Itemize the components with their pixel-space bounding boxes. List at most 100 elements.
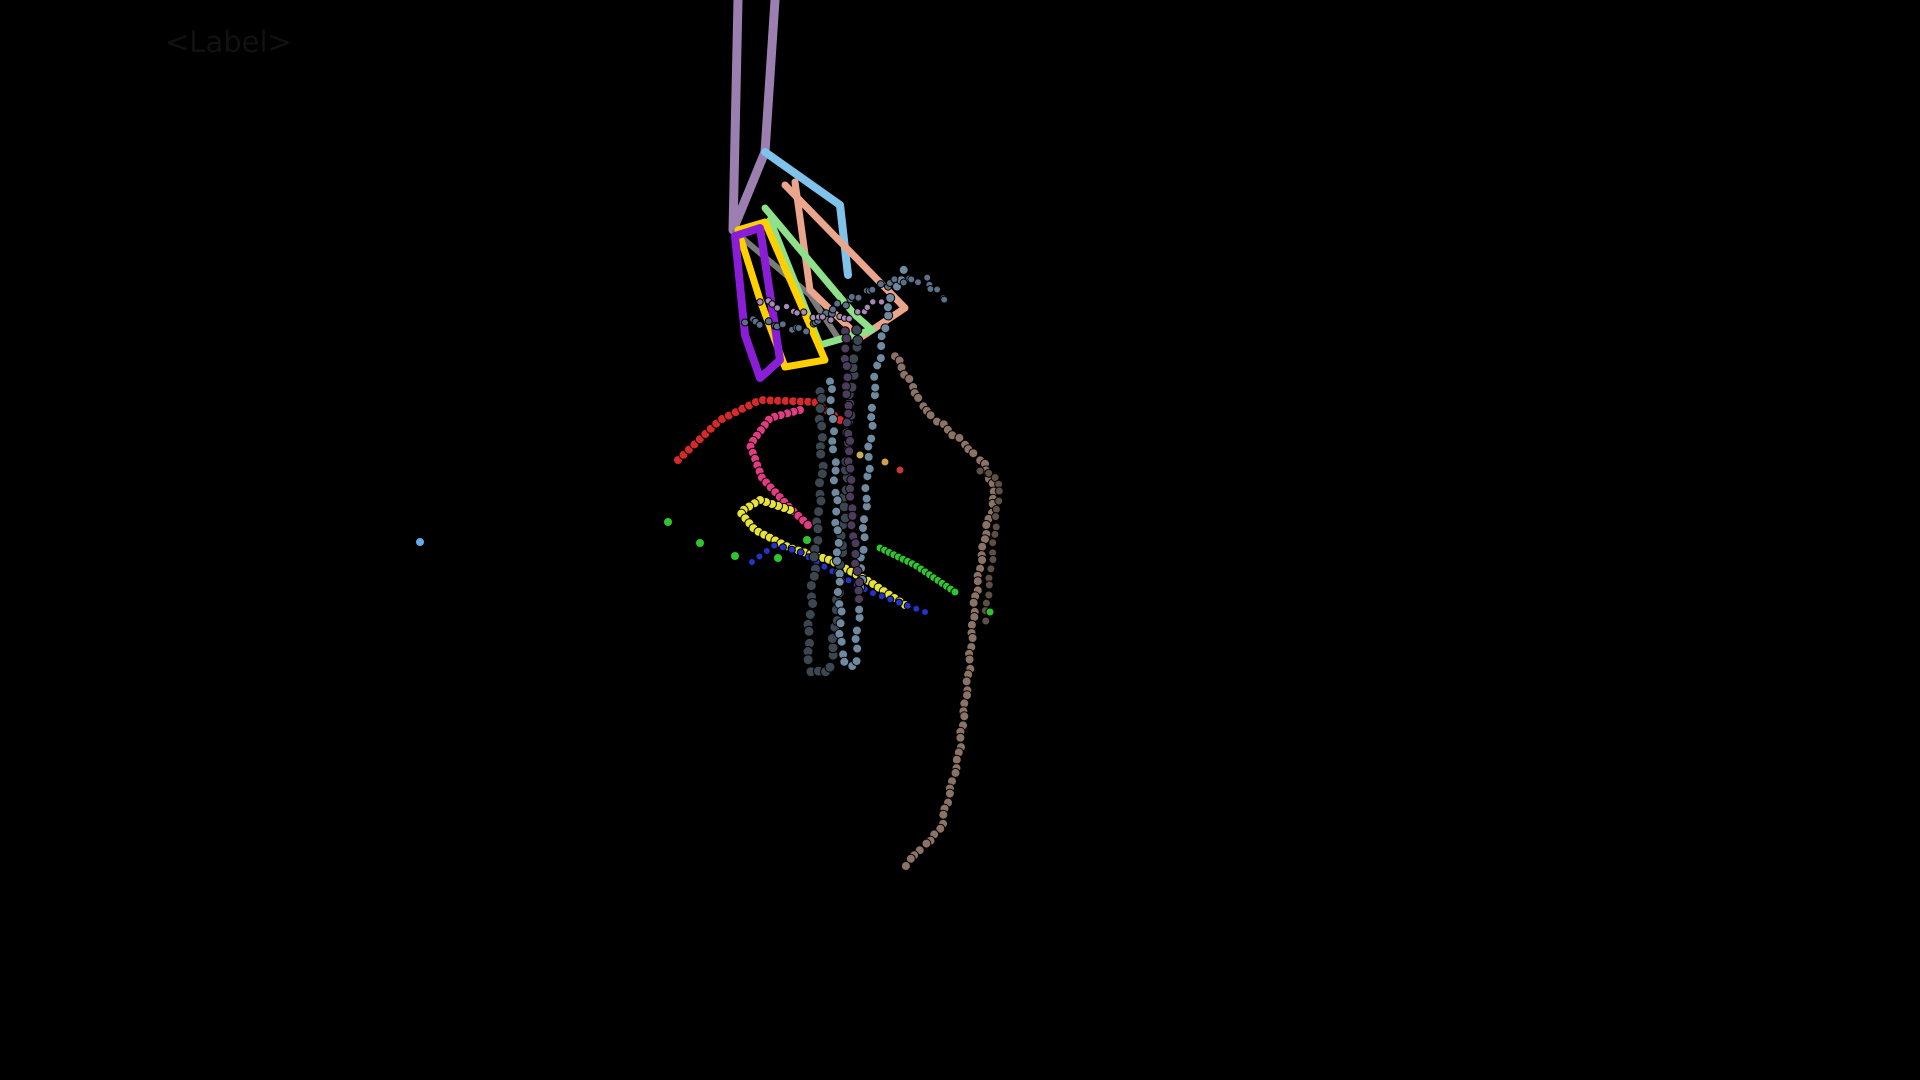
green-trail-point (730, 551, 740, 561)
blue-trail-point (903, 601, 912, 610)
steel-trail-point (883, 310, 894, 321)
cluster-point (907, 275, 916, 284)
brown-trail-point (962, 690, 972, 701)
brown-dark-trail-point (981, 616, 991, 626)
cluster-point (755, 320, 764, 329)
brown-dark-trail-point (984, 468, 994, 478)
blue-trail-point (770, 541, 779, 550)
steel-trail-point (864, 463, 875, 474)
steel-trail-point (867, 420, 878, 431)
cluster-point (802, 327, 811, 336)
cluster-point (782, 302, 791, 311)
brown-dark-trail-point (988, 555, 998, 564)
cluster-point (773, 304, 781, 312)
cluster-point (841, 301, 850, 310)
steel-trail-point (829, 426, 839, 437)
slate-trail-point (808, 551, 820, 563)
slate-trail-point (808, 570, 820, 582)
blue-trail-point (912, 604, 921, 613)
brown-trail-point (925, 410, 936, 421)
brown-trail-point (968, 448, 979, 459)
blue-trail-point (844, 576, 853, 585)
brown-trail-point (900, 861, 911, 871)
brown-trail-point (964, 654, 975, 665)
brown-trail-point (954, 432, 965, 443)
slate-trail-point (815, 448, 827, 460)
cluster-point (778, 320, 787, 329)
dusk-trail-point (854, 594, 864, 605)
dusk-trail-point (850, 538, 861, 549)
brown-trail-point (913, 392, 924, 403)
dusk-trail-point (845, 463, 856, 474)
isolated-point (415, 537, 425, 547)
blue-trail-point (748, 558, 756, 566)
dusk-trail-point (843, 408, 854, 419)
steel-trail-point (863, 451, 874, 462)
slate-trail-point (816, 432, 828, 443)
brown-dark-trail-point (990, 529, 1000, 539)
brown-dark-trail-point (984, 590, 994, 600)
cluster-point (794, 324, 803, 332)
brown-dark-trail-point (991, 512, 1001, 522)
dusk-trail-point (846, 520, 857, 531)
cluster-point (890, 275, 899, 284)
blue-trail-point (921, 608, 929, 616)
slate-trail-point (848, 353, 860, 365)
blue-trail-point (779, 543, 787, 552)
steel-trail-point (869, 371, 880, 382)
slate-trail-point (852, 335, 864, 346)
dusk-trail-point (841, 389, 852, 400)
cluster-point (764, 317, 773, 326)
steel-trail-point (876, 341, 887, 351)
scatter-point (895, 465, 905, 475)
steel-trail-point (866, 402, 877, 413)
steel-trail-point (851, 656, 862, 667)
cluster-point (833, 299, 842, 308)
cluster-point (914, 278, 922, 287)
dusk-trail-point (841, 333, 852, 344)
brown-dark-trail-point (984, 580, 994, 590)
slate-trail-point (816, 420, 828, 432)
cluster-point (926, 285, 935, 293)
brown-trail-point (935, 823, 946, 834)
brown-trail-point (967, 633, 978, 643)
blue-trail-point (869, 589, 877, 598)
dusk-trail-point (845, 491, 856, 502)
arm-gold-link (734, 218, 829, 371)
brown-trail-point (977, 555, 988, 565)
cluster-point (868, 285, 877, 294)
steel-trail-point (833, 537, 844, 548)
brown-dark-trail-point (986, 564, 996, 574)
steel-trail-point (861, 493, 872, 504)
steel-trail-point (870, 382, 881, 393)
scatter-point (880, 457, 890, 467)
steel-trail-point (828, 414, 838, 424)
steel-trail-point (830, 457, 841, 468)
blue-trail-point (755, 552, 764, 561)
steel-trail-point (866, 433, 877, 444)
brown-trail-point (938, 809, 949, 820)
dusk-trail-point (845, 435, 856, 446)
dusk-trail-point (841, 361, 852, 372)
brown-trail-point (951, 754, 962, 765)
steel-trail-point (852, 643, 863, 654)
blue-trail-point (787, 545, 796, 554)
cluster-point (845, 315, 853, 323)
slate-trail-point (826, 633, 838, 644)
steel-trail-point (876, 331, 887, 342)
dusk-trail-point (850, 548, 861, 559)
blue-trail-point (762, 547, 771, 555)
steel-trail-point (827, 384, 837, 395)
cluster-point (818, 313, 827, 321)
steel-trail-point (882, 302, 893, 313)
brown-trail-point (955, 732, 966, 743)
cluster-point (741, 318, 749, 327)
cluster-point (940, 295, 949, 304)
brown-trail-point (968, 597, 979, 608)
steel-trail-point (828, 444, 838, 455)
steel-trail-point (834, 576, 845, 587)
cluster-point (876, 280, 885, 289)
scene-label: <Label> (165, 25, 292, 59)
